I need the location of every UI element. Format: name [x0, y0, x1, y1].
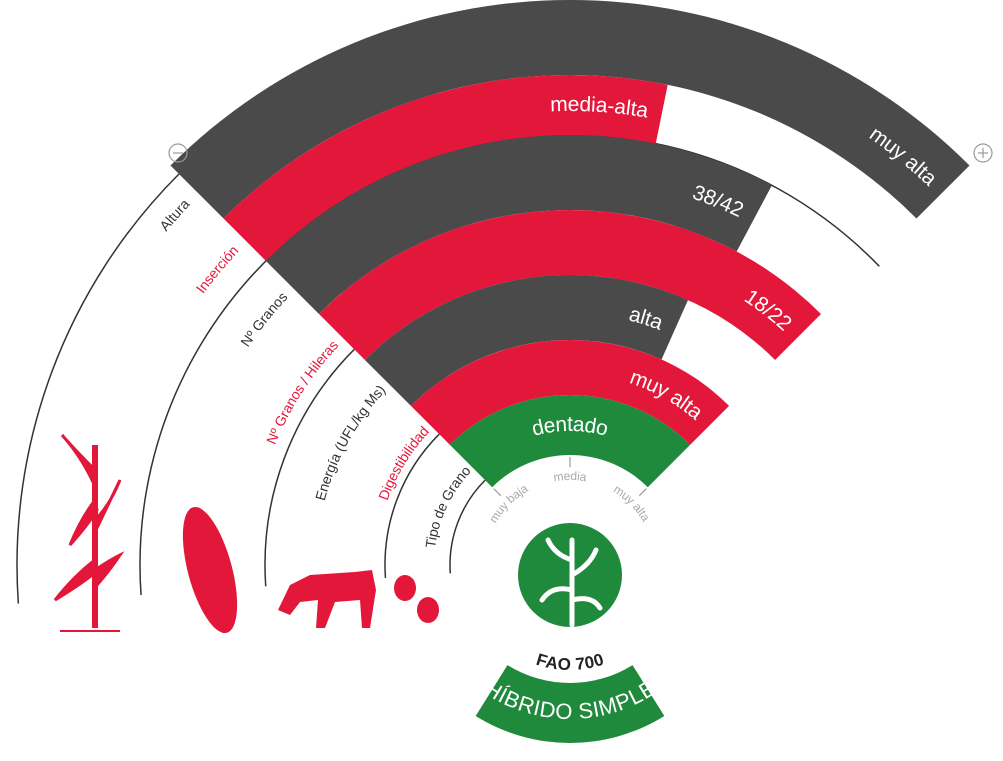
logo	[518, 523, 622, 627]
ring-label: Nº Granos	[237, 288, 290, 349]
ring-label: Nº Granos	[237, 288, 290, 349]
ring-label: Inserción	[192, 242, 241, 296]
ring-label: Energía (UFL/kg Ms)	[312, 381, 388, 502]
ring-label: Altura	[156, 195, 192, 233]
plant-icon	[55, 435, 120, 631]
cow-icon	[278, 570, 376, 628]
scale-tick	[494, 489, 501, 496]
kernel-icon	[394, 575, 439, 623]
scale-label: media	[553, 469, 588, 485]
scale-label: muy baja	[486, 481, 530, 525]
plus-icon	[974, 144, 992, 162]
ring-label: Altura	[156, 195, 192, 233]
scale-label: media	[553, 469, 588, 485]
ring-label: Digestibilidad	[375, 423, 432, 502]
scale-tick	[639, 489, 646, 496]
ring-label: Inserción	[192, 242, 241, 296]
ring-label: Nº Granos / Hileras	[263, 337, 341, 447]
scale-label: muy alta	[611, 482, 653, 524]
badge-fao: FAO 700	[534, 650, 606, 674]
cob-icon	[172, 502, 248, 639]
ring-label: Energía (UFL/kg Ms)	[312, 381, 388, 502]
scale-label: muy baja	[486, 481, 530, 525]
infographic: muy altaAlturamedia-altaInserción38/42Nº…	[0, 0, 1003, 761]
badge-fao: FAO 700	[534, 650, 606, 674]
scale-label: muy alta	[611, 482, 653, 524]
ring-label: Nº Granos / Hileras	[263, 337, 341, 447]
ring-label: Digestibilidad	[375, 423, 432, 502]
